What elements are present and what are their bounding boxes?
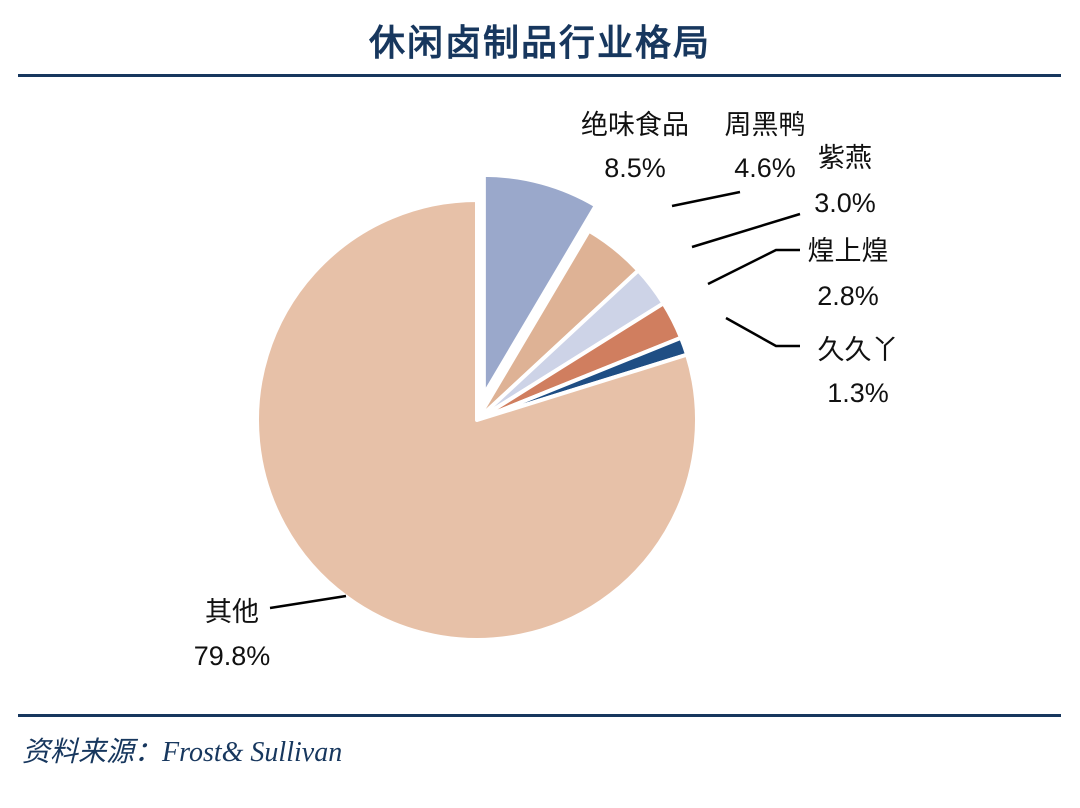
slice-label-5: 久久丫	[818, 335, 899, 365]
leader-line-5	[725, 316, 800, 348]
slice-value-1: 8.5%	[604, 153, 666, 183]
slice-labels: 绝味食品 8.5% 周黑鸭 4.6% 紫燕 3.0% 煌上煌 2.8% 久久丫 1.3% 其他 79.…	[194, 110, 899, 671]
title-divider	[18, 74, 1061, 77]
leader-line-6	[269, 594, 347, 610]
slice-label-4: 煌上煌	[808, 236, 889, 266]
leader-line-2	[671, 190, 741, 208]
footer-divider	[18, 714, 1061, 717]
leader-line-4	[707, 248, 800, 286]
source-note: 资料来源：Frost& Sullivan	[22, 730, 342, 770]
chart-title: 休闲卤制品行业格局	[368, 22, 711, 64]
pie-slice-6	[255, 198, 699, 642]
slice-label-2: 周黑鸭	[725, 110, 806, 140]
pie-slices	[255, 172, 699, 642]
slice-label-3: 紫燕	[818, 143, 872, 173]
slice-value-4: 2.8%	[817, 281, 879, 311]
slice-value-2: 4.6%	[734, 153, 796, 183]
slice-value-6: 79.8%	[194, 641, 271, 671]
pie-slice-1	[481, 172, 598, 397]
slice-value-3: 3.0%	[814, 188, 876, 218]
source-label: 资料来源：	[22, 737, 163, 768]
slice-label-6: 其他	[205, 597, 259, 627]
leader-line-3	[691, 212, 801, 249]
slice-value-5: 1.3%	[827, 378, 889, 408]
slice-label-1: 绝味食品	[581, 110, 689, 140]
source-value: Frost& Sullivan	[162, 737, 343, 768]
leader-lines	[269, 190, 801, 610]
